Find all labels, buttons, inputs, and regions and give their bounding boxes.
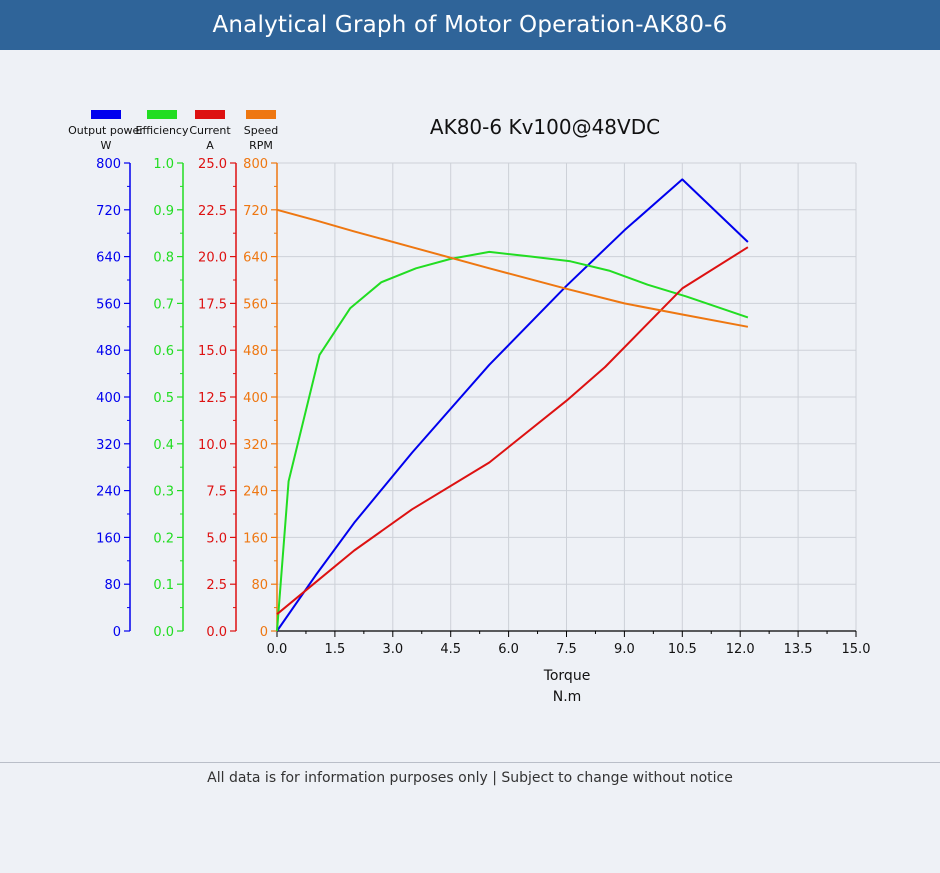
- y-tick-label: 560: [96, 297, 121, 312]
- y-tick-label: 80: [104, 578, 121, 593]
- x-tick-label: 12.0: [726, 642, 755, 657]
- y-tick-label: 2.5: [206, 578, 227, 593]
- page-title: Analytical Graph of Motor Operation-AK80…: [212, 12, 728, 38]
- y-tick-label: 5.0: [206, 531, 227, 546]
- legend-unit: W: [101, 139, 112, 152]
- y-tick-label: 0.8: [153, 251, 174, 266]
- y-tick-label: 0.7: [153, 297, 174, 312]
- chart-axes: 0.0 1.5 3.0 4.5 6.0 7.5 9.0 10.5 12.0 13.5 15.0 0 80…: [96, 157, 870, 657]
- y-tick-label: 25.0: [198, 157, 227, 172]
- footer: All data is for information purposes onl…: [0, 770, 940, 786]
- page-header: Analytical Graph of Motor Operation-AK80…: [0, 0, 940, 50]
- y-tick-label: 720: [96, 204, 121, 219]
- legend-swatch: [91, 110, 121, 119]
- chart-grid: [277, 162, 857, 631]
- y-tick-label: 15.0: [198, 344, 227, 359]
- legend-label: Speed: [244, 124, 278, 137]
- x-tick-label: 9.0: [614, 642, 635, 657]
- y-tick-label: 640: [243, 251, 268, 266]
- chart-legend: Output power W Efficiency Current A Speed RPM: [68, 110, 278, 152]
- y-tick-label: 0: [113, 625, 121, 640]
- y-tick-label: 1.0: [153, 157, 174, 172]
- y-tick-label: 0.4: [153, 438, 174, 453]
- y-tick-label: 10.0: [198, 438, 227, 453]
- y-tick-label: 400: [96, 391, 121, 406]
- y-tick-label: 800: [243, 157, 268, 172]
- y-tick-label: 0.0: [153, 625, 174, 640]
- chart-title: AK80-6 Kv100@48VDC: [430, 115, 660, 139]
- y-tick-label: 0.6: [153, 344, 174, 359]
- y-tick-label: 22.5: [198, 204, 227, 219]
- y-tick-label: 160: [243, 531, 268, 546]
- legend-label: Current: [189, 124, 231, 137]
- series-line: [276, 178, 749, 632]
- x-tick-label: 3.0: [382, 642, 403, 657]
- x-tick-label: 6.0: [498, 642, 519, 657]
- y-tick-label: 480: [243, 344, 268, 359]
- chart-svg: 0.0 1.5 3.0 4.5 6.0 7.5 9.0 10.5 12.0 13.5 15.0 0 80…: [68, 110, 870, 705]
- y-tick-label: 320: [96, 438, 121, 453]
- y-tick-label: 400: [243, 391, 268, 406]
- y-tick-label: 0.0: [206, 625, 227, 640]
- y-tick-label: 80: [251, 578, 268, 593]
- y-tick-label: 320: [243, 438, 268, 453]
- series-line: [276, 250, 749, 632]
- x-axis-label: Torque: [543, 668, 591, 684]
- y-tick-label: 0.1: [153, 578, 174, 593]
- legend-label: Output power: [68, 124, 144, 137]
- series-line: [276, 246, 749, 615]
- y-tick-label: 640: [96, 251, 121, 266]
- y-tick-label: 240: [96, 485, 121, 500]
- y-tick-label: 0.3: [153, 485, 174, 500]
- legend-label: Efficiency: [136, 124, 189, 137]
- legend-unit: A: [206, 139, 214, 152]
- y-tick-label: 17.5: [198, 297, 227, 312]
- y-tick-label: 20.0: [198, 251, 227, 266]
- y-tick-label: 7.5: [206, 485, 227, 500]
- y-tick-label: 160: [96, 531, 121, 546]
- legend-swatch: [246, 110, 276, 119]
- y-tick-label: 240: [243, 485, 268, 500]
- y-tick-label: 720: [243, 204, 268, 219]
- series-line: [276, 208, 749, 328]
- x-tick-label: 13.5: [784, 642, 813, 657]
- y-tick-label: 12.5: [198, 391, 227, 406]
- legend-swatch: [147, 110, 177, 119]
- y-tick-label: 0.5: [153, 391, 174, 406]
- chart-series: [276, 178, 749, 632]
- y-tick-label: 480: [96, 344, 121, 359]
- y-tick-label: 0.9: [153, 204, 174, 219]
- motor-chart: 0.0 1.5 3.0 4.5 6.0 7.5 9.0 10.5 12.0 13.5 15.0 0 80…: [0, 50, 940, 762]
- footer-divider: [0, 762, 940, 763]
- y-tick-label: 0.2: [153, 531, 174, 546]
- x-tick-label: 10.5: [668, 642, 697, 657]
- legend-unit: RPM: [249, 139, 273, 152]
- x-tick-label: 4.5: [440, 642, 461, 657]
- legend-swatch: [195, 110, 225, 119]
- x-axis-unit: N.m: [553, 689, 582, 705]
- y-tick-label: 560: [243, 297, 268, 312]
- x-tick-label: 1.5: [325, 642, 346, 657]
- footer-note: All data is for information purposes onl…: [207, 770, 733, 786]
- x-tick-label: 0.0: [267, 642, 288, 657]
- x-tick-label: 15.0: [842, 642, 871, 657]
- y-tick-label: 0: [260, 625, 268, 640]
- y-tick-label: 800: [96, 157, 121, 172]
- x-tick-label: 7.5: [556, 642, 577, 657]
